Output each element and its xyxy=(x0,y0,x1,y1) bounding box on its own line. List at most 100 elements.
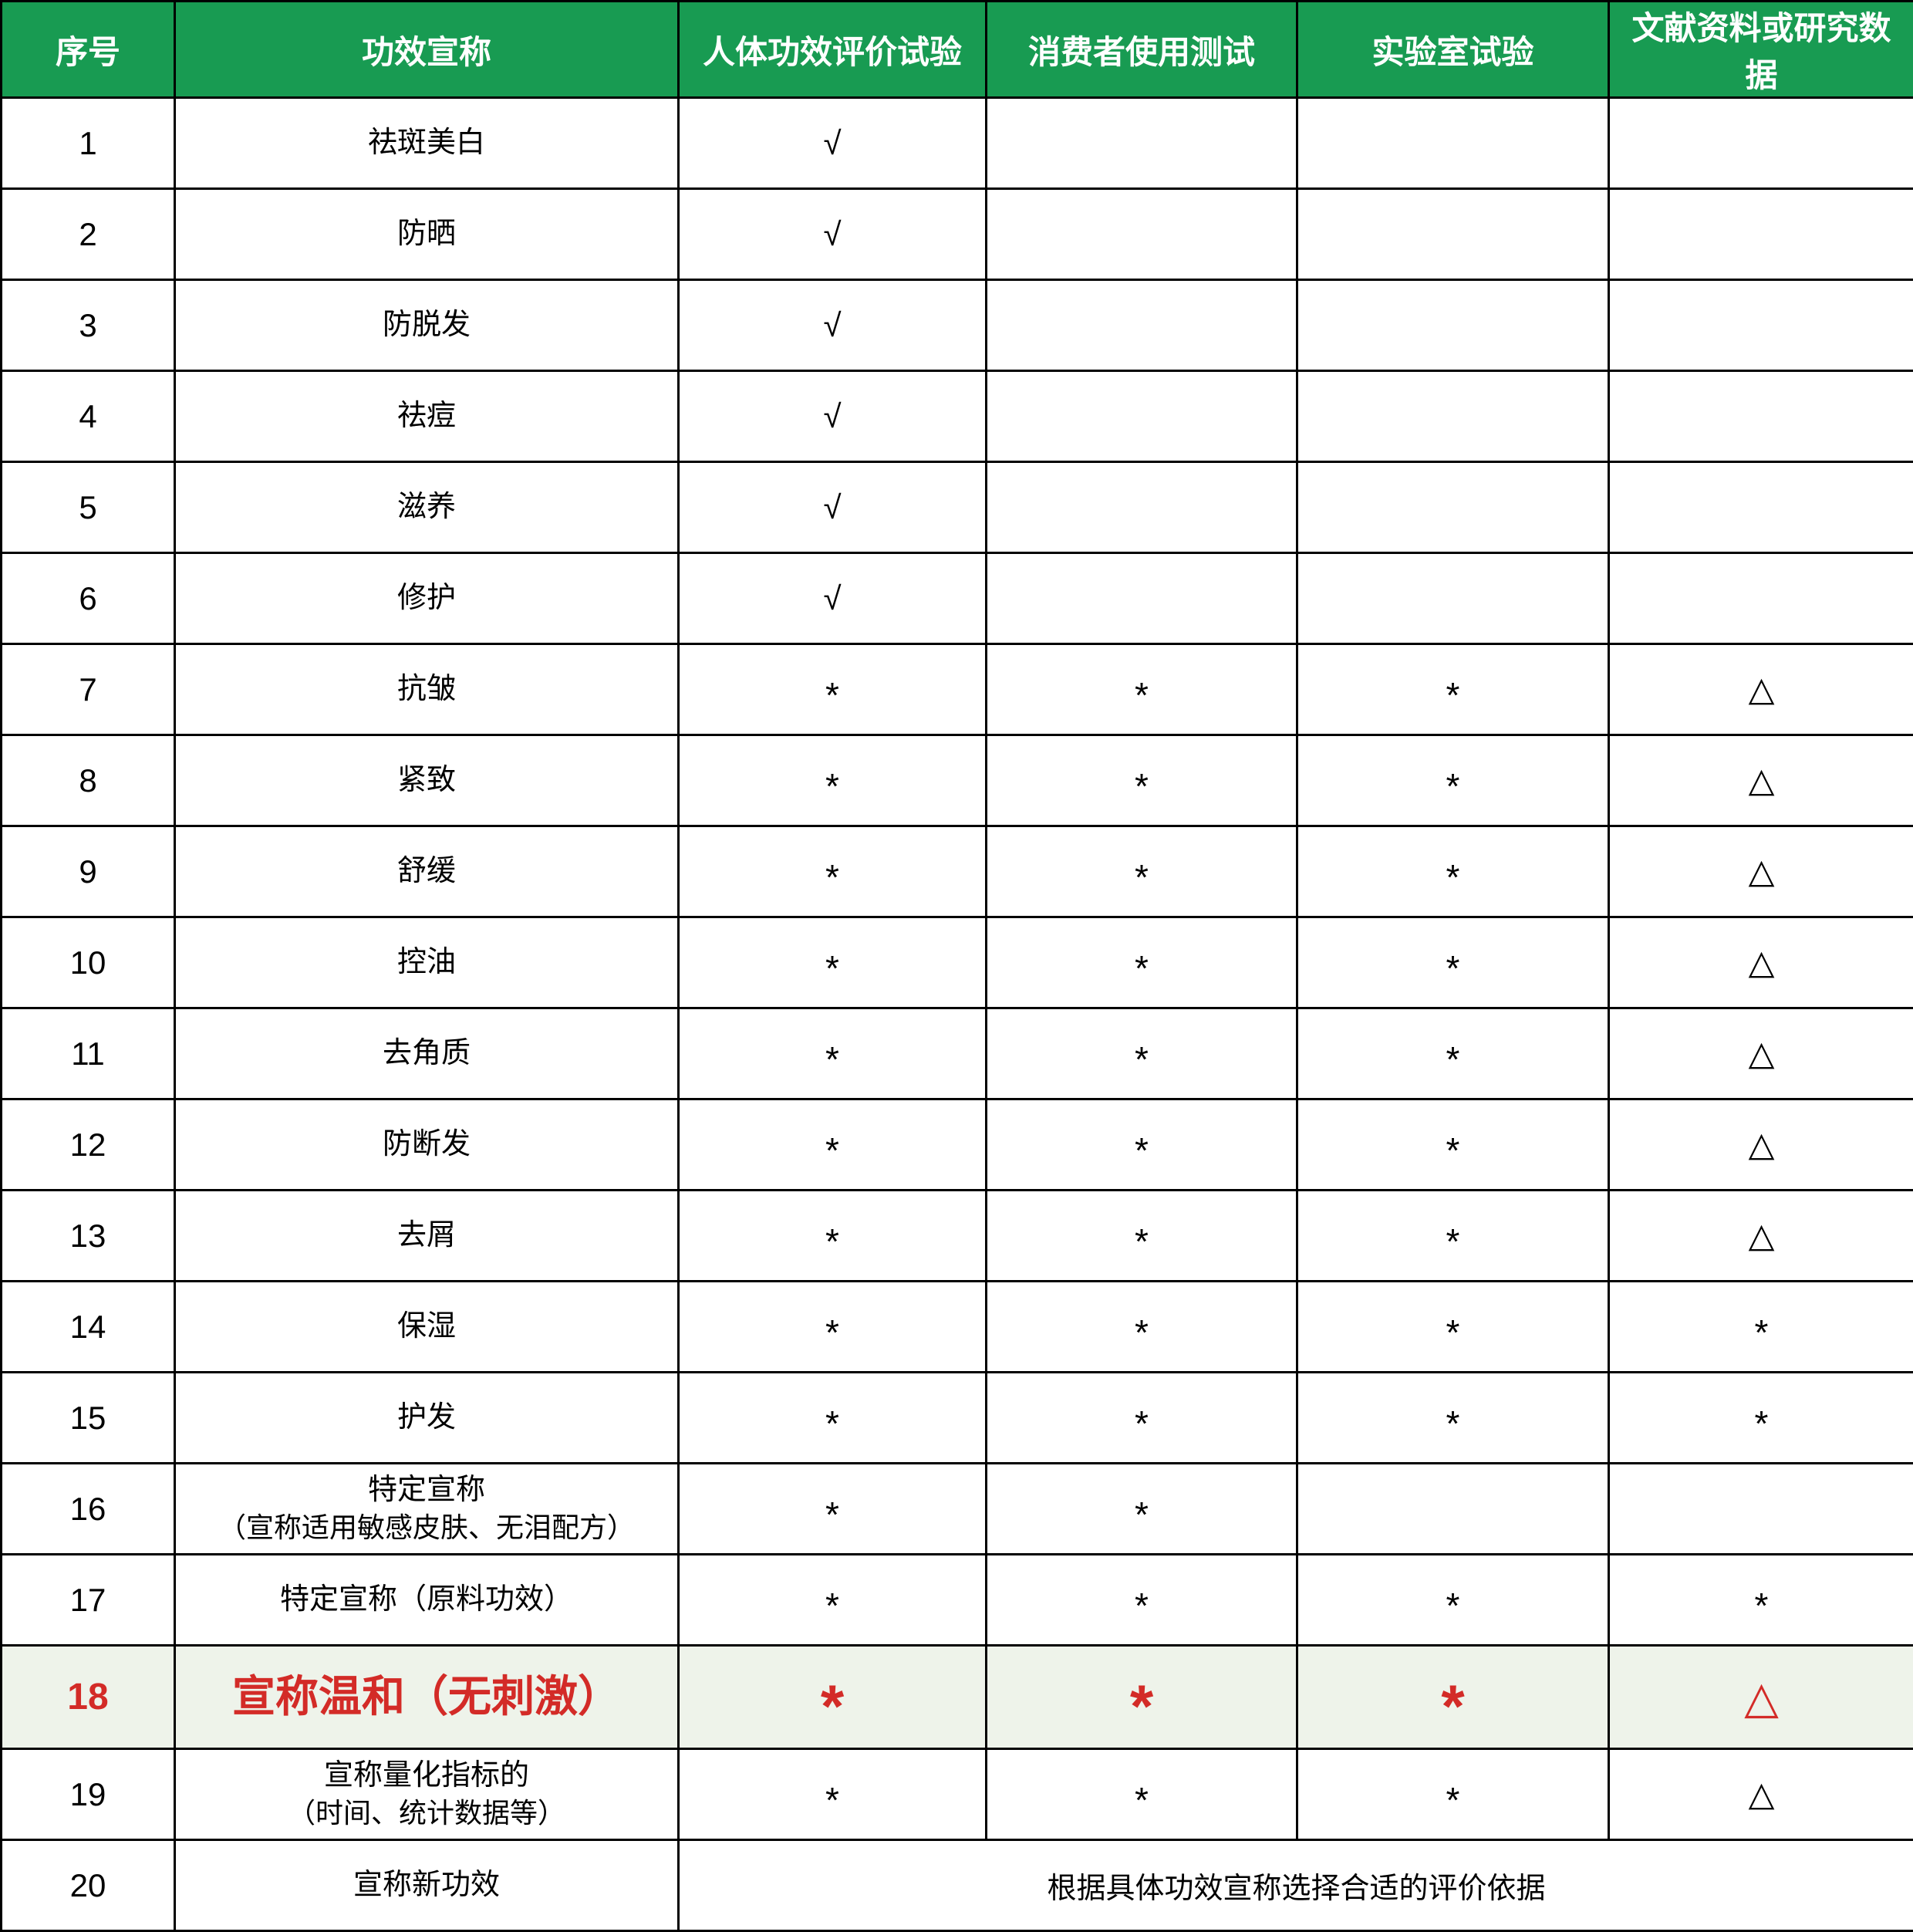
evaluation-mark-cell xyxy=(987,98,1297,189)
claim-text: 保湿 xyxy=(182,1308,671,1346)
asterisk-mark: * xyxy=(686,947,979,989)
asterisk-mark: * xyxy=(994,674,1290,716)
row-number: 4 xyxy=(2,371,175,462)
claim-text: 修护 xyxy=(182,579,671,617)
column-header-literature: 文献资料或研究数据 xyxy=(1609,2,1913,98)
column-header-claim: 功效宣称 xyxy=(175,2,679,98)
evaluation-mark-cell: * xyxy=(1297,1555,1609,1646)
claim-cell: 滋养 xyxy=(175,462,679,553)
asterisk-mark: * xyxy=(1616,1312,1907,1353)
row-number: 7 xyxy=(2,644,175,735)
row-number: 18 xyxy=(2,1646,175,1749)
claim-cell: 护发 xyxy=(175,1373,679,1464)
row-number: 14 xyxy=(2,1282,175,1373)
claim-cell: 祛斑美白 xyxy=(175,98,679,189)
evaluation-mark-cell: √ xyxy=(679,189,987,280)
row-number: 8 xyxy=(2,735,175,826)
claim-text: 护发 xyxy=(182,1399,671,1437)
claim-text: 祛斑美白 xyxy=(182,124,671,162)
row-number: 19 xyxy=(2,1749,175,1840)
claim-cell: 保湿 xyxy=(175,1282,679,1373)
merged-note-cell: 根据具体功效宣称选择合适的评价依据 xyxy=(679,1840,1913,1931)
evaluation-mark-cell: * xyxy=(987,1555,1297,1646)
evaluation-mark-cell: △ xyxy=(1609,917,1913,1008)
asterisk-mark: * xyxy=(686,1312,979,1353)
column-header-human-test: 人体功效评价试验 xyxy=(679,2,987,98)
evaluation-mark-cell xyxy=(1297,371,1609,462)
asterisk-mark: * xyxy=(686,674,979,716)
asterisk-mark: * xyxy=(686,856,979,898)
evaluation-mark-cell: * xyxy=(987,1464,1297,1555)
asterisk-mark: * xyxy=(994,1312,1290,1353)
evaluation-mark-cell: * xyxy=(679,917,987,1008)
evaluation-mark-cell: * xyxy=(1297,917,1609,1008)
evaluation-mark-cell: △ xyxy=(1609,1646,1913,1749)
claim-text: 宣称新功效 xyxy=(182,1866,671,1904)
asterisk-mark: * xyxy=(994,1494,1290,1535)
claim-text: 抗皱 xyxy=(182,670,671,708)
asterisk-mark: * xyxy=(994,1779,1290,1821)
claim-cell: 控油 xyxy=(175,917,679,1008)
asterisk-mark: * xyxy=(686,1494,979,1535)
evaluation-mark-cell: △ xyxy=(1609,644,1913,735)
asterisk-mark: * xyxy=(686,1130,979,1171)
triangle-mark: △ xyxy=(1616,1125,1907,1164)
evaluation-mark-cell xyxy=(1609,189,1913,280)
evaluation-mark-cell: * xyxy=(1297,1099,1609,1191)
claim-text-line2: （宣称适用敏感皮肤、无泪配方） xyxy=(182,1510,671,1546)
asterisk-mark: * xyxy=(1304,1312,1601,1353)
evaluation-mark-cell: * xyxy=(679,1008,987,1099)
column-header-consumer: 消费者使用测试 xyxy=(987,2,1297,98)
evaluation-mark-cell: * xyxy=(987,1646,1297,1749)
evaluation-mark-cell xyxy=(1297,553,1609,644)
claim-cell: 防脱发 xyxy=(175,280,679,371)
check-mark: √ xyxy=(686,580,979,617)
check-mark: √ xyxy=(686,125,979,162)
asterisk-mark: * xyxy=(994,1403,1290,1444)
asterisk-mark: * xyxy=(994,1221,1290,1262)
evaluation-mark-cell: * xyxy=(1297,826,1609,917)
claim-text: 宣称量化指标的 xyxy=(182,1757,671,1795)
asterisk-mark: * xyxy=(1304,1403,1601,1444)
claim-text: 去屑 xyxy=(182,1217,671,1255)
evaluation-mark-cell xyxy=(1609,553,1913,644)
claim-text: 祛痘 xyxy=(182,397,671,435)
claim-cell: 特定宣称（原料功效） xyxy=(175,1555,679,1646)
claim-cell: 祛痘 xyxy=(175,371,679,462)
row-number: 10 xyxy=(2,917,175,1008)
check-mark: √ xyxy=(686,216,979,253)
claim-cell: 抗皱 xyxy=(175,644,679,735)
evaluation-mark-cell xyxy=(1297,189,1609,280)
evaluation-mark-cell: * xyxy=(987,1282,1297,1373)
evaluation-mark-cell: * xyxy=(679,1555,987,1646)
evaluation-mark-cell: * xyxy=(679,1749,987,1840)
evaluation-mark-cell: * xyxy=(987,735,1297,826)
evaluation-mark-cell xyxy=(1297,98,1609,189)
evaluation-mark-cell: △ xyxy=(1609,1099,1913,1191)
evaluation-mark-cell: * xyxy=(679,1646,987,1749)
claim-text: 防断发 xyxy=(182,1126,671,1164)
asterisk-mark: * xyxy=(1304,1671,1601,1741)
claim-cell: 宣称量化指标的（时间、统计数据等） xyxy=(175,1749,679,1840)
evaluation-mark-cell xyxy=(1297,462,1609,553)
asterisk-mark: * xyxy=(1304,1221,1601,1262)
row-number: 2 xyxy=(2,189,175,280)
asterisk-mark: * xyxy=(994,1671,1290,1741)
evaluation-mark-cell: * xyxy=(679,1099,987,1191)
column-header-no: 序号 xyxy=(2,2,175,98)
header-row: 序号 功效宣称 人体功效评价试验 消费者使用测试 实验室试验 文献资料或研究数据 xyxy=(2,2,1913,98)
evaluation-mark-cell: * xyxy=(1609,1282,1913,1373)
claim-text: 控油 xyxy=(182,944,671,981)
asterisk-mark: * xyxy=(1304,674,1601,716)
evaluation-mark-cell xyxy=(1609,280,1913,371)
